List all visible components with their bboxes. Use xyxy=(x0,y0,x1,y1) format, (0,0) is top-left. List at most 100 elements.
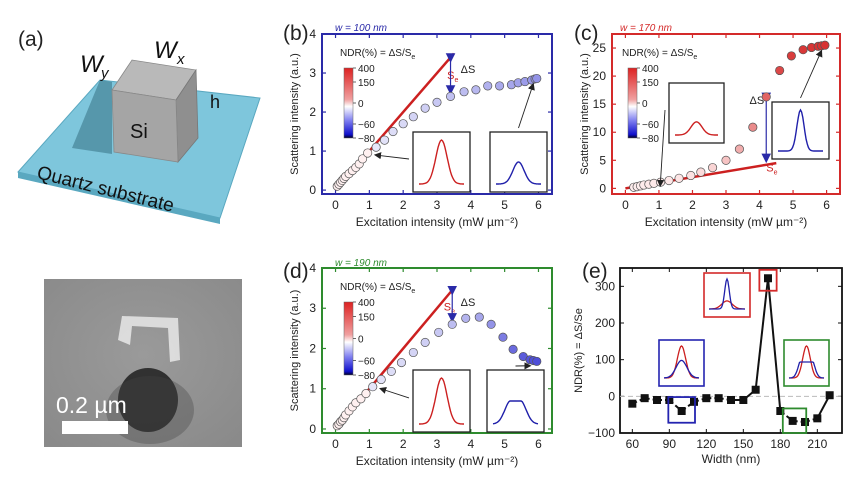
y-tick-label: 2 xyxy=(309,105,316,119)
y-tick-label: 100 xyxy=(595,353,615,367)
data-point xyxy=(508,344,518,354)
colorbar-tick-label: 0 xyxy=(358,99,364,110)
inset-pointer-arrow xyxy=(800,49,823,99)
inset-curve xyxy=(496,161,541,185)
x-tick-label: 4 xyxy=(756,198,763,212)
inset-curve xyxy=(492,400,539,425)
inset-spectrum xyxy=(771,49,830,160)
y-tick-label: 0 xyxy=(309,422,316,436)
data-point xyxy=(396,358,407,368)
data-point xyxy=(748,122,758,132)
se-label: Se xyxy=(766,163,777,177)
data-point xyxy=(486,319,496,329)
sem-image: 0.2 µm xyxy=(44,279,242,447)
inset-curve xyxy=(788,361,825,379)
data-point xyxy=(361,389,371,399)
data-point xyxy=(825,391,834,400)
colorbar-tick-label: −80 xyxy=(642,134,659,145)
data-point xyxy=(380,135,390,145)
data-point xyxy=(358,154,368,164)
x-tick-label: 2 xyxy=(689,198,696,212)
inset-spectrum xyxy=(656,82,725,188)
data-point xyxy=(461,313,471,323)
colorbar xyxy=(343,67,354,139)
se-label: Se xyxy=(444,301,455,315)
panel-c: (c) w = 170 nm 0 1 2 3 4 5 6 0 5 10 15 20 25 Excitation… xyxy=(574,22,841,229)
y-tick-label: 10 xyxy=(593,125,607,139)
x-tick-label: 5 xyxy=(501,437,508,451)
sem-dark-shadow xyxy=(118,368,178,432)
colorbar-tick-label: 400 xyxy=(642,64,659,75)
x-tick-label: 5 xyxy=(501,198,508,212)
y-axis-label: NDR(%) = ΔS/Se xyxy=(573,308,585,393)
panel-label-c: (c) xyxy=(574,22,599,45)
panel-title: w = 190 nm xyxy=(335,258,387,269)
panel-label-a: (a) xyxy=(18,28,44,51)
x-tick-label: 60 xyxy=(626,437,640,451)
x-tick-label: 210 xyxy=(807,437,827,451)
data-point xyxy=(368,382,378,392)
colorbar-tick-label: 150 xyxy=(642,78,659,89)
data-point xyxy=(445,91,456,101)
data-point xyxy=(532,356,542,366)
inset-curve xyxy=(789,345,824,379)
data-point xyxy=(801,418,809,426)
data-point xyxy=(447,319,457,329)
x-tick-label: 2 xyxy=(400,198,407,212)
x-tick-label: 6 xyxy=(535,198,542,212)
y-tick-label: 4 xyxy=(309,261,316,275)
y-tick-label: 0 xyxy=(608,389,615,403)
y-axis-label: Scattering intensity (a.u.) xyxy=(289,290,301,412)
inset-curve xyxy=(664,345,699,379)
data-point xyxy=(734,144,744,154)
colorbar-tick-label: −80 xyxy=(358,134,375,145)
inset-spectrum xyxy=(379,369,471,433)
data-point xyxy=(764,274,772,283)
series-segment xyxy=(767,278,782,412)
inset-curve xyxy=(709,277,745,310)
y-tick-label: 0 xyxy=(309,183,316,197)
plot-frame xyxy=(619,267,843,434)
si-block-front xyxy=(111,89,179,163)
inset-spectrum-red xyxy=(703,272,751,318)
data-point xyxy=(686,170,696,181)
colorbar-tick-label: 400 xyxy=(358,64,375,75)
ndr-formula: NDR(%) = ΔS/Se xyxy=(622,48,697,61)
x-tick-label: 3 xyxy=(434,437,441,451)
x-tick-label: 4 xyxy=(467,437,474,451)
x-tick-label: 6 xyxy=(823,198,830,212)
block-shadow xyxy=(72,80,112,154)
inset-spectrum xyxy=(486,362,545,433)
inset-curve xyxy=(663,359,700,379)
y-tick-label: 200 xyxy=(595,316,615,330)
data-point xyxy=(434,327,444,337)
y-tick-label: 3 xyxy=(309,301,316,315)
delta-s-label: ΔS xyxy=(461,64,476,76)
data-point xyxy=(420,103,430,113)
data-point xyxy=(420,337,430,348)
svg-text:W: W xyxy=(154,37,179,64)
colorbar-tick-label: 0 xyxy=(642,99,648,110)
x-tick-label: 3 xyxy=(434,198,441,212)
colorbar-tick-label: −60 xyxy=(642,120,659,131)
x-tick-label: 5 xyxy=(790,198,797,212)
y-tick-label: 2 xyxy=(309,341,316,355)
data-point xyxy=(798,45,808,55)
inset-pointer-arrow xyxy=(656,109,666,188)
x-tick-label: 1 xyxy=(656,198,663,212)
inset-pointer-arrow xyxy=(518,82,535,129)
wx-label: W x xyxy=(154,37,185,68)
data-point xyxy=(408,347,418,358)
data-point xyxy=(432,97,442,107)
y-tick-label: 15 xyxy=(593,97,607,111)
y-tick-label: −100 xyxy=(588,426,615,440)
data-point xyxy=(483,81,493,91)
x-tick-label: 4 xyxy=(467,198,474,212)
x-tick-label: 120 xyxy=(696,437,716,451)
y-axis-label: Scattering intensity (a.u.) xyxy=(289,53,301,175)
x-tick-label: 0 xyxy=(622,198,629,212)
x-axis-label: Width (nm) xyxy=(702,452,761,466)
inset-pointer-arrow xyxy=(373,152,410,160)
y-tick-label: 25 xyxy=(593,41,607,55)
